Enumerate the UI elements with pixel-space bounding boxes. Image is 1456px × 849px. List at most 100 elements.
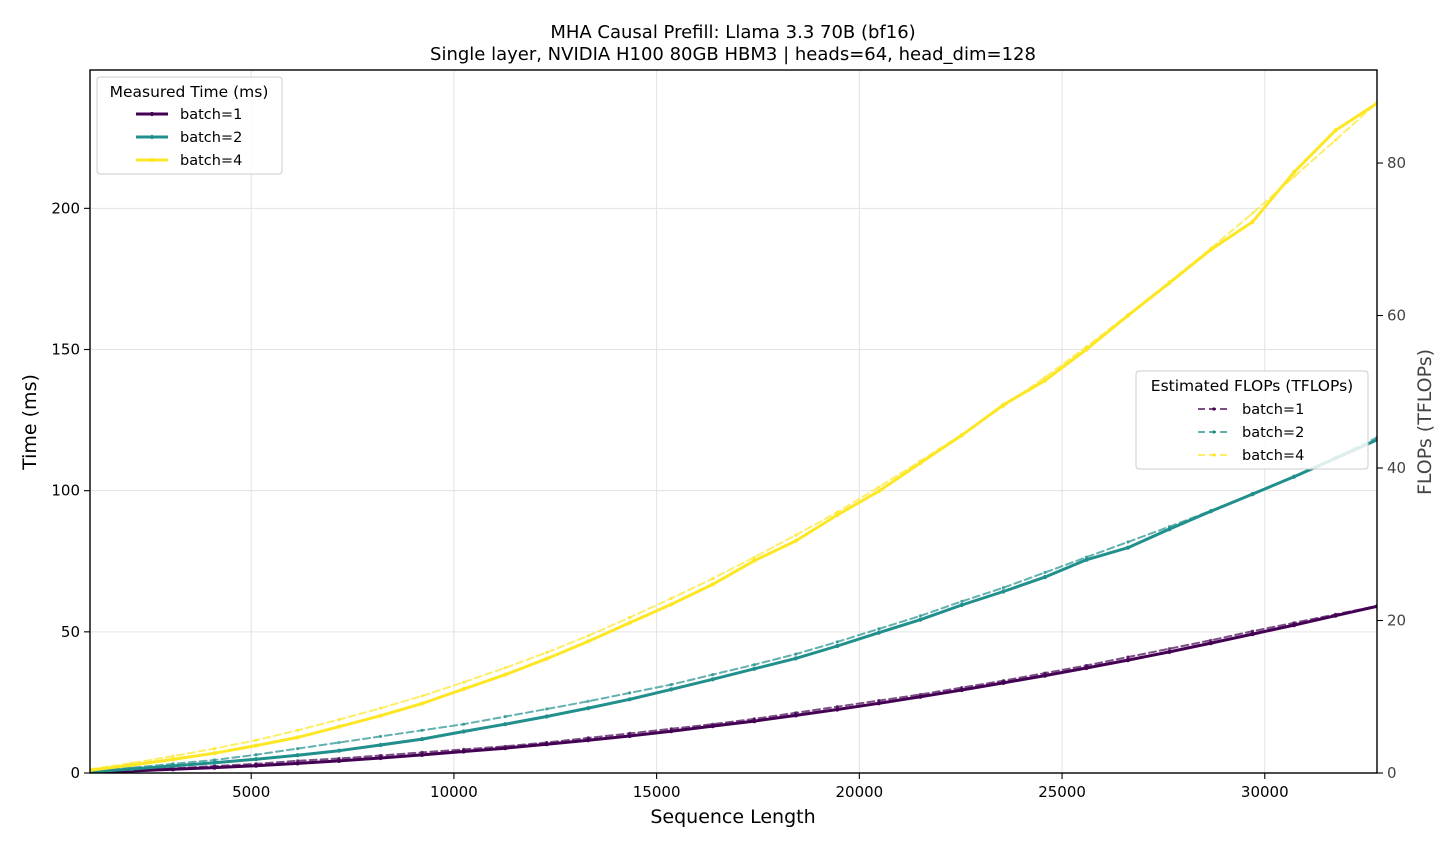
- legend-measured-entries: batch=1 batch=2 batch=4: [136, 107, 242, 169]
- y-axis-label: Time (ms): [19, 374, 41, 471]
- point-measured-batch4-17: [793, 538, 798, 544]
- legend-estimated-label-0: batch=1: [1242, 402, 1304, 418]
- chart-subtitle: Single layer, NVIDIA H100 80GB HBM3 | he…: [430, 44, 1036, 65]
- legend-measured-box: [96, 76, 283, 175]
- point-estimated-batch2-17: [794, 652, 798, 656]
- legend-estimated-marker-1: [1212, 430, 1216, 434]
- point-estimated-batch4-4: [254, 738, 258, 742]
- point-estimated-batch2-4: [254, 753, 258, 757]
- point-measured-batch1-28: [1250, 632, 1255, 637]
- legend-estimated-label-2: batch=4: [1242, 448, 1304, 464]
- point-measured-batch2-8: [420, 737, 425, 742]
- legend-estimated-title: Estimated FLOPs (TFLOPs): [1151, 377, 1353, 395]
- legend-measured-title: Measured Time (ms): [110, 83, 269, 101]
- point-measured-batch2-29: [1291, 474, 1297, 479]
- point-measured-batch1-6: [337, 758, 342, 764]
- y-tick-label-4: 200: [51, 199, 80, 217]
- point-measured-batch1-24: [1084, 665, 1089, 671]
- point-estimated-batch4-8: [420, 694, 424, 698]
- point-measured-batch4-12: [586, 639, 591, 644]
- point-measured-batch1-15: [710, 724, 715, 729]
- point-estimated-batch2-25: [1126, 540, 1130, 544]
- point-measured-batch1-10: [503, 746, 508, 751]
- y-tick-label-2: 100: [51, 482, 80, 500]
- point-measured-batch1-17: [793, 713, 798, 718]
- point-estimated-batch4-3: [212, 747, 217, 751]
- point-measured-batch2-14: [669, 687, 674, 692]
- point-measured-batch2-20: [918, 617, 923, 622]
- point-measured-batch4-7: [378, 713, 383, 718]
- point-measured-batch4-18: [835, 512, 840, 518]
- axis-ticks: 5000 10000 15000 20000 25000 30000 0 50 100 150 20…: [51, 154, 1406, 801]
- point-measured-batch1-22: [1001, 680, 1006, 686]
- point-estimated-batch2-13: [628, 691, 632, 695]
- point-measured-batch4-24: [1084, 347, 1089, 352]
- point-measured-batch1-13: [627, 733, 632, 739]
- point-measured-batch2-21: [959, 602, 964, 608]
- point-measured-batch2-18: [835, 643, 840, 649]
- point-measured-batch2-4: [254, 757, 259, 762]
- point-measured-batch4-3: [212, 751, 217, 756]
- point-estimated-batch4-7: [379, 706, 383, 710]
- series-line-estimated-batch1: [90, 605, 1377, 773]
- point-estimated-batch2-19: [877, 627, 881, 631]
- point-measured-batch1-4: [254, 763, 259, 768]
- point-estimated-batch4-9: [462, 680, 466, 684]
- point-measured-batch2-12: [586, 706, 591, 711]
- point-measured-batch2-9: [461, 729, 466, 734]
- point-measured-batch4-16: [752, 558, 757, 563]
- legend-estimated-label-1: batch=2: [1242, 425, 1304, 441]
- chart-title: MHA Causal Prefill: Llama 3.3 70B (bf16): [550, 22, 915, 43]
- point-measured-batch1-19: [876, 701, 881, 706]
- point-measured-batch4-13: [627, 620, 632, 625]
- series-line-estimated-batch2: [90, 436, 1377, 772]
- point-measured-batch4-23: [1042, 378, 1047, 383]
- point-measured-batch4-15: [710, 582, 715, 587]
- point-measured-batch4-4: [254, 743, 259, 748]
- point-estimated-batch1-18: [835, 705, 839, 709]
- point-measured-batch1-26: [1167, 649, 1172, 655]
- point-estimated-batch4-10: [503, 666, 507, 670]
- point-measured-batch2-11: [544, 714, 549, 719]
- point-measured-batch1-16: [752, 719, 757, 724]
- point-measured-batch2-22: [1001, 589, 1006, 594]
- plot-frame: [89, 69, 1378, 774]
- point-measured-batch1-12: [586, 738, 591, 743]
- point-measured-batch4-20: [918, 460, 923, 466]
- point-estimated-batch4-6: [337, 718, 341, 722]
- point-estimated-batch1-28: [1250, 629, 1255, 633]
- point-measured-batch1-7: [378, 755, 383, 761]
- point-measured-batch1-8: [420, 752, 425, 758]
- point-measured-batch4-2: [170, 757, 176, 762]
- point-estimated-batch4-15: [711, 577, 715, 581]
- point-estimated-batch2-6: [337, 740, 341, 745]
- point-measured-batch4-26: [1167, 280, 1172, 285]
- point-measured-batch2-2: [170, 763, 176, 769]
- point-estimated-batch2-8: [420, 728, 424, 732]
- legend-measured-marker-1: [149, 134, 155, 140]
- point-measured-batch2-7: [378, 742, 383, 748]
- point-measured-batch2-28: [1250, 492, 1255, 497]
- point-estimated-batch2-18: [835, 640, 839, 644]
- point-measured-batch4-1: [129, 763, 134, 768]
- legend-measured-marker-0: [149, 111, 155, 117]
- point-measured-batch1-30: [1333, 613, 1338, 618]
- point-measured-batch1-20: [918, 694, 923, 699]
- x-tick-label-2: 15000: [633, 783, 681, 801]
- point-measured-batch4-14: [669, 602, 674, 607]
- y-axis-right-label: FLOPs (TFLOPs): [1414, 349, 1436, 495]
- point-measured-batch1-23: [1042, 673, 1047, 678]
- point-measured-batch4-9: [461, 687, 466, 692]
- point-measured-batch4-6: [337, 724, 342, 729]
- point-measured-batch1-21: [959, 687, 964, 693]
- point-measured-batch1-29: [1291, 623, 1297, 628]
- x-tick-label-1: 10000: [430, 783, 478, 801]
- point-estimated-batch2-15: [711, 673, 715, 677]
- point-measured-batch1-9: [461, 749, 466, 754]
- point-measured-batch2-5: [295, 753, 300, 758]
- point-estimated-batch1-25: [1126, 655, 1130, 659]
- point-estimated-batch4-13: [628, 615, 632, 620]
- point-estimated-batch2-16: [752, 663, 756, 667]
- legend-measured-label-2: batch=4: [180, 153, 242, 169]
